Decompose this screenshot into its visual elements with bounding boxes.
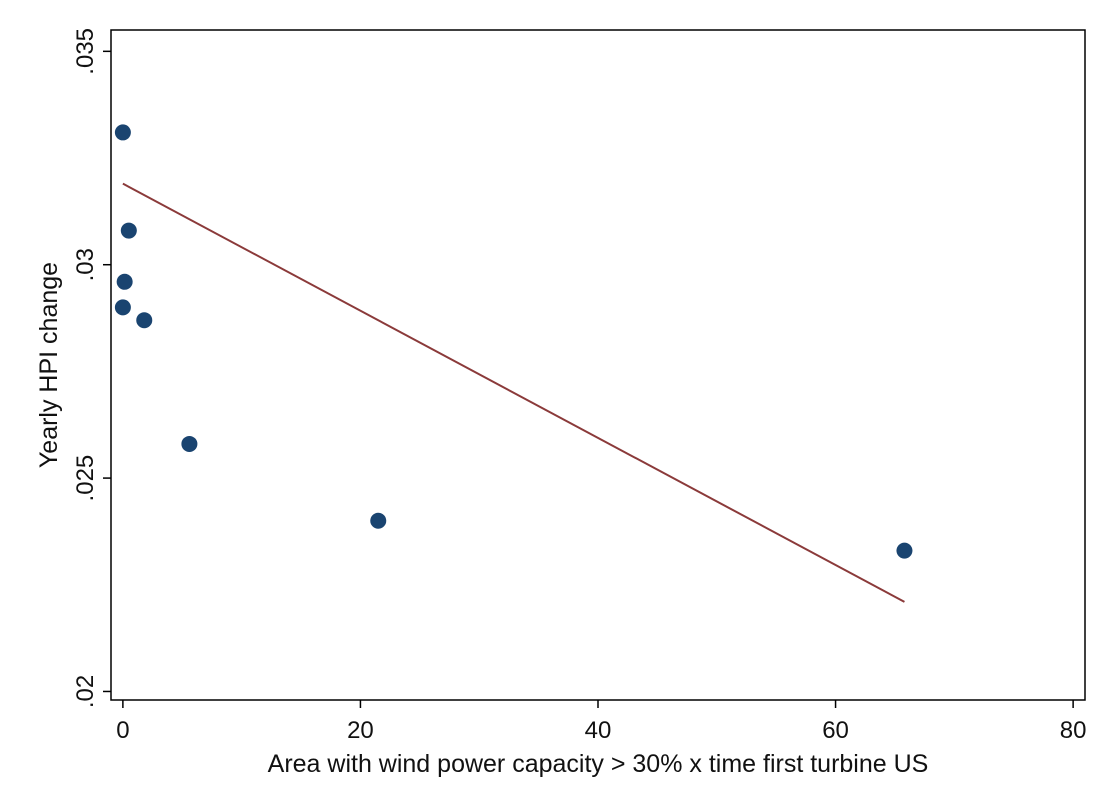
x-tick-label: 0	[116, 717, 129, 744]
data-point	[896, 542, 913, 559]
x-tick-label: 40	[585, 717, 612, 744]
data-point	[116, 273, 133, 290]
data-point	[370, 512, 387, 529]
x-tick-label: 20	[347, 717, 374, 744]
data-point	[120, 222, 137, 239]
x-axis-title: Area with wind power capacity > 30% x ti…	[268, 750, 929, 778]
y-tick-label: .025	[72, 455, 99, 502]
fitted-line	[122, 182, 905, 603]
data-point	[136, 312, 153, 329]
data-point	[114, 124, 131, 141]
y-tick-label: .02	[72, 675, 99, 708]
data-point	[181, 435, 198, 452]
y-tick-label: .035	[72, 28, 99, 75]
axes: 0 20 40 60 80 .02 .025 .03 .035	[72, 28, 1086, 744]
x-tick-label: 80	[1060, 717, 1087, 744]
plot-area	[114, 124, 913, 603]
x-tick-label: 60	[822, 717, 849, 744]
data-point	[114, 299, 131, 316]
y-axis-title: Yearly HPI change	[35, 262, 63, 468]
y-tick-label: .03	[72, 248, 99, 281]
